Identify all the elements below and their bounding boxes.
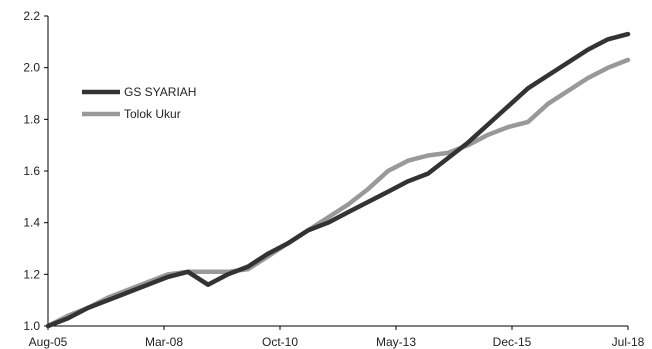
series-layer (45, 31, 631, 329)
y-tick-label: 2.2 (23, 9, 40, 23)
y-tick-label: 1.2 (23, 267, 40, 281)
y-tick-label: 1.0 (23, 319, 40, 333)
y-tick-label: 2.0 (23, 61, 40, 75)
y-tick-label: 1.8 (23, 112, 40, 126)
y-tick-label: 1.6 (23, 164, 40, 178)
gs-syariah-line (45, 31, 631, 329)
axes-layer: 1.0 1.2 1.4 1.6 1.8 2.0 2.2 Aug-05 Mar-08 Oct-10 M… (23, 9, 644, 349)
x-tick-label: Mar-08 (145, 335, 183, 349)
x-tick-label: Oct-10 (262, 335, 298, 349)
x-tick-label: Jul-18 (612, 335, 645, 349)
y-tick-label: 1.4 (23, 216, 40, 230)
x-tick-label: Aug-05 (29, 335, 68, 349)
legend-label-tolok-ukur: Tolok Ukur (124, 107, 181, 121)
legend-label-gs-syariah: GS SYARIAH (124, 85, 196, 99)
tolok-ukur-line (45, 57, 631, 329)
legend: GS SYARIAH Tolok Ukur (82, 85, 196, 121)
x-tick-label: Dec-15 (493, 335, 532, 349)
x-tick-label: May-13 (376, 335, 416, 349)
